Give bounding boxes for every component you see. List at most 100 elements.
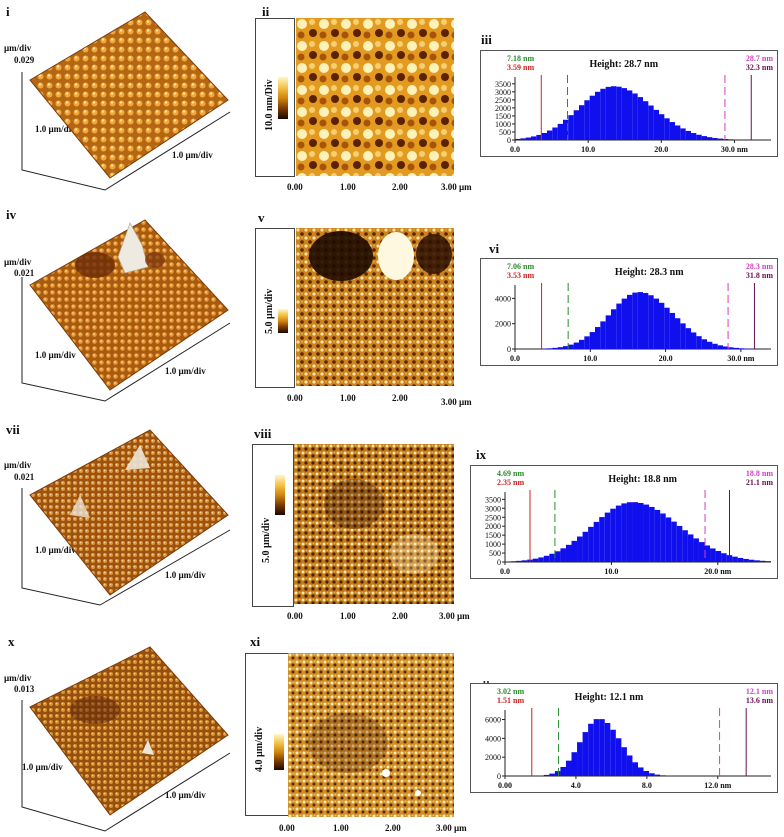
histogram-bar — [701, 339, 707, 349]
histogram-bar — [737, 557, 744, 562]
histogram-bar — [759, 560, 766, 562]
image-x-tick: 1.00 — [340, 611, 356, 621]
scale-label: 10.0 nm/Div — [264, 79, 275, 131]
histogram-bar — [717, 345, 723, 349]
y-tick-label: 4000 — [495, 294, 511, 303]
histogram-bar — [505, 561, 511, 562]
histogram-bar — [723, 346, 729, 349]
histogram-bar — [728, 139, 734, 140]
scale-label: 5.0 µm/div — [261, 517, 272, 563]
histogram-bar — [563, 119, 569, 140]
histogram-bar — [721, 553, 727, 562]
histogram-bar — [693, 538, 699, 562]
afm-height-image — [288, 653, 454, 817]
histogram-bar — [687, 534, 694, 562]
histogram-bar — [557, 123, 563, 140]
y-tick-label: 500 — [489, 549, 501, 558]
histogram-bar — [543, 555, 550, 562]
panel-label-surface: i — [6, 4, 10, 19]
color-scale-box: 5.0 µm/div — [252, 444, 294, 607]
panel-label-image: viii — [254, 426, 272, 441]
x-tick-label: 0.0 — [510, 354, 520, 363]
surface-z-value: 0.029 — [14, 55, 35, 65]
histogram-bar — [710, 548, 716, 562]
image-x-tick: 0.00 — [287, 611, 303, 621]
image-x-tick: 2.00 — [392, 182, 408, 192]
histogram-bar — [665, 517, 672, 562]
image-x-tick: 3.00 µm — [436, 823, 467, 833]
image-x-tick: 0.00 — [287, 393, 303, 403]
histogram-bar — [595, 327, 601, 349]
histogram-bar — [610, 729, 616, 776]
histogram-bar — [691, 133, 697, 140]
scale-label: 5.0 µm/div — [264, 288, 275, 334]
x-tick-label: 20.0 nm — [704, 567, 731, 576]
histogram-bar — [637, 97, 643, 140]
right-outer-value: 18.8 nm — [746, 469, 773, 478]
histogram-bar — [560, 548, 566, 562]
color-scale-box: 10.0 nm/Div — [255, 18, 295, 177]
image-x-tick: 1.00 — [333, 823, 349, 833]
histogram-bar — [632, 502, 638, 562]
histogram-bar — [621, 747, 627, 776]
y-tick-label: 2000 — [485, 753, 501, 762]
right-inner-value: 31.8 nm — [746, 271, 773, 280]
histogram-bar — [599, 719, 605, 776]
histogram-bar — [626, 755, 633, 776]
histogram-bar — [589, 332, 595, 349]
histogram-bar — [536, 134, 542, 140]
histogram-title: Height: 28.3 nm — [615, 267, 684, 278]
y-tick-label: 6000 — [485, 716, 501, 725]
histogram-title: Height: 18.8 nm — [608, 474, 677, 485]
histogram-bar — [605, 86, 611, 140]
histogram-bar — [638, 767, 644, 776]
x-tick-label: 0.0 — [500, 567, 510, 576]
histogram-bar — [632, 292, 638, 349]
x-tick-label: 20.0 — [659, 354, 673, 363]
histogram-bar — [520, 138, 526, 140]
y-tick-label: 3500 — [485, 495, 501, 504]
left-outer-value: 4.69 nm — [497, 469, 524, 478]
histogram-bar — [654, 509, 661, 562]
histogram-bar — [632, 93, 638, 140]
histogram-bar — [538, 557, 544, 562]
surface-z-value: 0.021 — [14, 268, 35, 278]
surface-x-label: 1.0 µm/div — [165, 366, 206, 376]
surface-3d-plot — [21, 11, 231, 191]
x-tick-label: 0.0 — [510, 145, 520, 154]
y-tick-label: 1000 — [485, 540, 501, 549]
histogram-bar — [621, 298, 627, 349]
afm-height-image — [294, 444, 454, 604]
histogram-bar — [599, 517, 605, 562]
x-tick-label: 30.0 nm — [721, 145, 748, 154]
image-x-tick: 3.00 µm — [441, 182, 472, 192]
image-x-tick: 0.00 — [287, 182, 303, 192]
histogram-bar — [571, 540, 578, 562]
histogram-bar — [669, 312, 675, 349]
histogram-title: Height: 12.1 nm — [575, 692, 644, 703]
surface-z-unit: µm/div — [4, 673, 32, 683]
y-tick-label: 1500 — [485, 531, 501, 540]
histogram-bar — [648, 105, 654, 140]
x-tick-label: 8.0 — [642, 781, 652, 790]
histogram-bar — [568, 344, 574, 349]
panel-label-surface: vii — [6, 422, 20, 437]
surface-z-unit: µm/div — [4, 257, 32, 267]
histogram-bar — [593, 719, 600, 776]
left-inner-value: 3.53 nm — [507, 271, 534, 280]
y-tick-label: 0 — [507, 136, 511, 145]
panel-label-surface: x — [8, 634, 15, 649]
histogram-bar — [664, 307, 670, 349]
histogram-bar — [698, 542, 705, 562]
histogram-bar — [685, 328, 691, 349]
image-x-tick: 1.00 — [340, 182, 356, 192]
left-inner-value: 3.59 nm — [507, 63, 534, 72]
histogram-bar — [659, 114, 665, 140]
histogram-bar — [593, 521, 600, 562]
histogram-bar — [696, 134, 702, 140]
histogram-bar — [627, 90, 633, 140]
histogram-bar — [552, 347, 558, 349]
histogram-bar — [632, 762, 638, 776]
histogram-bar — [584, 100, 590, 140]
